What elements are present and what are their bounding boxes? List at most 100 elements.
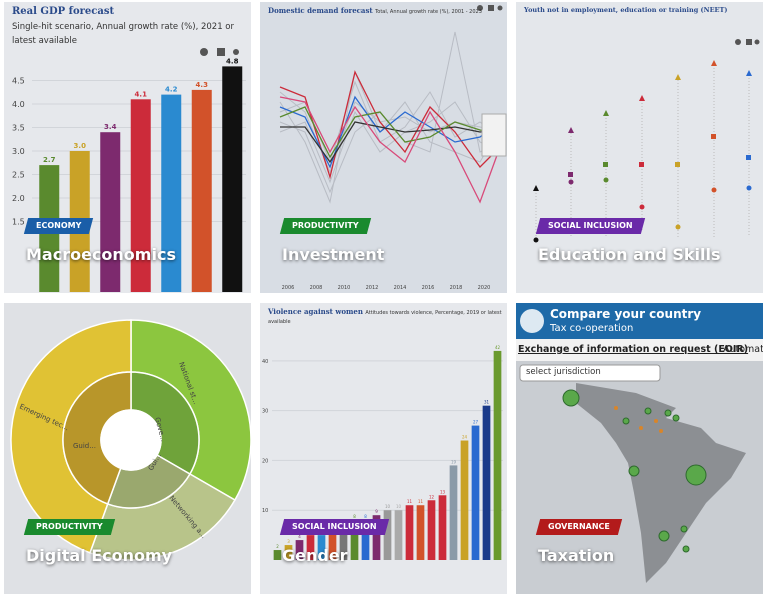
value-label: 19 [451,459,457,464]
bar [350,520,359,560]
x-tick-label: 2010 [338,285,351,291]
bar [100,132,121,292]
bar [284,545,293,560]
tile[interactable]: 1020304023455678891010111112131924273142… [260,303,507,594]
tag-text: SOCIAL INCLUSION [292,522,377,531]
bar [361,520,370,560]
value-label: 4.8 [226,57,239,65]
tile[interactable]: 1.5 2.0 2.5 3.0 3.5 4.0 4.5 2.7 3.0 3.4 4.1 4.2 4.3 4… [4,2,251,293]
bar [191,89,212,293]
bar [222,66,243,293]
tile-title: Gender [282,546,348,565]
chart-title: Violence against women Attitudes towards… [268,307,507,325]
value-label: 2 [276,544,279,549]
value-label: 11 [418,499,424,504]
tag-text: SOCIAL INCLUSION [548,221,633,230]
tab[interactable]: Automat [723,344,763,355]
value-label: 9 [375,509,378,514]
bar [130,99,151,292]
chart-title-text: Domestic demand forecast [268,6,373,15]
value-label: 11 [407,499,413,504]
value-label: 2.7 [43,156,56,164]
header-title: Compare your country [550,307,702,321]
value-label: 4.2 [165,86,178,94]
tile[interactable]: Compare your country Tax co-operation Ex… [516,303,763,594]
bar [460,440,469,560]
map-land [576,383,746,583]
value-label: 8 [364,514,367,519]
tag: PRODUCTIVITY [23,519,115,535]
icons [735,39,760,45]
bar [493,350,502,560]
tile-title: Education and Skills [538,245,721,264]
bar [372,515,381,560]
y-tick-label: 3.5 [12,124,25,133]
bar [317,535,326,560]
tag-text: PRODUCTIVITY [36,522,103,531]
tile[interactable]: 2006 2008 2010 2012 2014 2016 2018 2020 Domesti… [260,2,507,293]
chart: 1.5 2.0 2.5 3.0 3.5 4.0 4.5 2.7 3.0 3.4 4.1 4.2 4.3 4… [4,2,251,293]
background [516,2,763,293]
y-tick-label: 10 [262,508,268,514]
chart: 1020304023455678891010111112131924273142 [260,303,507,594]
x-tick-label: 2012 [366,285,379,291]
tile-title: Digital Economy [26,546,173,565]
y-tick-label: 3.0 [12,147,25,156]
chart-title: Real GDP forecast [12,6,115,17]
bar [306,535,315,560]
highlighted-lines [279,70,501,204]
chart-subtitle: Total, Annual growth rate (%), 2001 - 20… [375,9,482,15]
tag: SOCIAL INCLUSION [279,519,389,535]
x-tick-label: 2018 [450,285,463,291]
tag: ECONOMY [23,218,94,234]
tile-title: Macroeconomics [26,245,176,264]
bar [273,550,282,560]
select-text: select jurisdiction [526,367,601,377]
y-tick-label: 2.5 [12,171,25,180]
bar [339,525,348,560]
x-tick-label: 2008 [310,285,323,291]
bar [482,405,491,560]
select-box[interactable] [519,364,661,382]
bar [383,510,392,560]
tile-title: Taxation [538,546,615,565]
y-tick-label: 1.5 [12,218,25,227]
chart [516,303,763,594]
y-tick-label: 4.5 [12,77,25,86]
map-bubbles [562,389,707,553]
tile[interactable]: Emerging tec... National st... Guid... G… [4,303,251,594]
bar [295,540,304,560]
value-label: 42 [495,345,501,350]
icons [200,48,239,56]
header-subtitle: Tax co-operation [550,323,634,334]
tag: GOVERNANCE [535,519,623,535]
value-label: 3.4 [104,123,117,131]
tab[interactable]: Exchange of information on request (EOIR… [518,344,749,355]
value-label: 10 [385,504,391,509]
value-label: 4 [298,534,301,539]
map-points [614,406,663,433]
value-label: 3 [287,539,290,544]
chart-title-text: Violence against women [268,307,363,316]
chart-title: Youth not in employment, education or tr… [524,6,728,14]
value-label: 3.0 [74,142,87,150]
y-tick-label: 20 [262,458,268,464]
tag-text: GOVERNANCE [548,522,610,531]
x-tick-label: 2006 [282,285,295,291]
bar [328,530,337,560]
chart: Emerging tec... National st... Guid... G… [4,303,251,594]
tab-bar [516,339,763,361]
x-tick-label: 2014 [394,285,407,291]
value-label: 10 [396,504,402,509]
sunburst [10,319,251,561]
chart: 2006 2008 2010 2012 2014 2016 2018 2020 [260,2,507,293]
value-label: 24 [462,435,468,440]
bar [405,505,414,560]
y-tick-label: 30 [262,409,268,415]
y-tick-label: 4.0 [12,100,25,109]
chart-subtitle: Attitudes towards violence, Percentage, … [268,310,502,325]
tag-text: ECONOMY [36,221,82,230]
tile[interactable]: Youth not in employment, education or tr… [516,2,763,293]
y-tick-label: 2.0 [12,194,25,203]
bar [449,465,458,560]
